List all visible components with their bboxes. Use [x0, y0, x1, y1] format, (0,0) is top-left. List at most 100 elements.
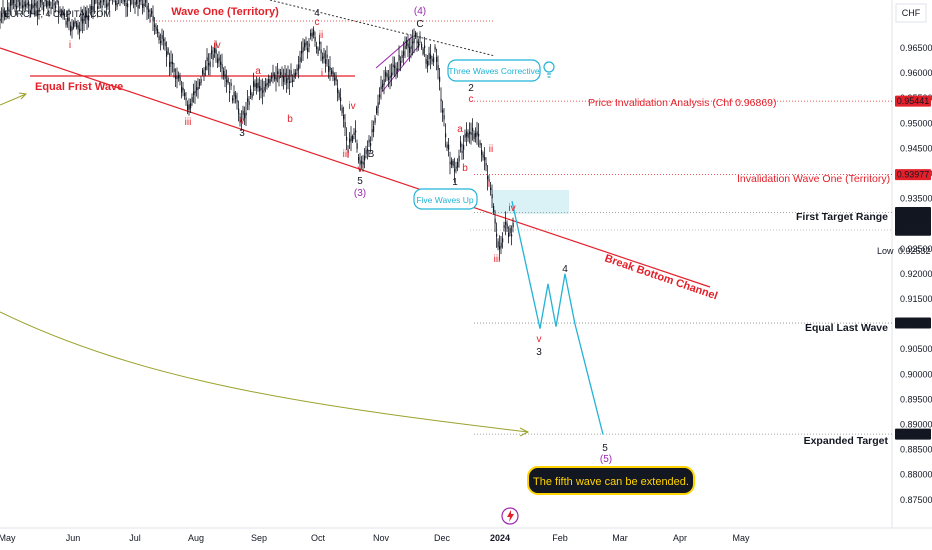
price-body	[76, 22, 78, 28]
price-body	[287, 74, 289, 80]
price-body	[296, 68, 298, 71]
price-body	[271, 75, 273, 79]
price-body	[359, 160, 361, 165]
price-body	[152, 15, 154, 21]
wave-label: v	[240, 116, 245, 127]
price-body	[401, 55, 403, 58]
lightning-icon[interactable]	[501, 507, 519, 525]
price-body	[38, 7, 40, 12]
price-body	[353, 132, 355, 135]
price-body	[484, 157, 486, 161]
currency-label: CHF	[902, 8, 921, 18]
price-body	[158, 35, 160, 41]
price-body	[218, 57, 220, 61]
price-body	[395, 67, 397, 74]
price-body	[362, 161, 364, 165]
price-badge	[895, 215, 931, 236]
wave-label: a	[457, 124, 463, 135]
price-body	[385, 72, 387, 77]
price-axis-panel	[892, 0, 932, 550]
price-body	[229, 91, 231, 94]
price-body	[428, 53, 430, 60]
price-body	[151, 10, 153, 15]
price-body	[313, 29, 315, 36]
price-body	[424, 45, 426, 49]
price-body	[325, 59, 327, 64]
price-body	[389, 75, 391, 78]
price-badge-label: 0.91021	[897, 318, 930, 328]
price-body	[185, 97, 187, 101]
price-body	[436, 57, 438, 62]
price-body	[46, 0, 48, 7]
price-body	[65, 21, 67, 25]
price-body	[173, 68, 175, 72]
price-body	[115, 0, 117, 6]
price-body	[53, 2, 55, 6]
countdown-label: 02:41:47	[895, 226, 930, 236]
price-body	[5, 13, 7, 18]
price-body	[101, 5, 103, 8]
price-body	[479, 142, 481, 146]
price-body	[286, 78, 288, 84]
price-body	[449, 161, 451, 165]
price-body	[412, 41, 414, 44]
wave-label: 4	[562, 264, 568, 275]
price-body	[80, 16, 82, 22]
y-tick-label: 0.95000	[900, 118, 932, 128]
price-body	[308, 43, 310, 47]
price-body	[71, 27, 73, 31]
price-body	[62, 10, 64, 16]
price-body	[56, 0, 58, 3]
price-body	[364, 156, 366, 161]
upper-olive-arrowhead	[18, 92, 28, 100]
currency-box	[895, 3, 927, 23]
price-body	[28, 1, 30, 7]
low-value: 0.92532	[898, 246, 931, 256]
price-body	[352, 136, 354, 142]
price-body	[253, 81, 255, 88]
y-tick-label: 0.87500	[900, 495, 932, 505]
price-body	[332, 71, 334, 77]
wave-label: 3	[536, 347, 542, 358]
price-body	[305, 41, 307, 46]
price-body	[488, 179, 490, 182]
price-body	[145, 0, 147, 3]
price-body	[146, 5, 148, 10]
price-body	[485, 162, 487, 166]
price-body	[206, 57, 208, 62]
y-tick-label: 0.90500	[900, 344, 932, 354]
five-waves-text: Five Waves Up	[416, 195, 474, 205]
price-body	[277, 71, 279, 75]
price-body	[418, 41, 420, 48]
price-body	[337, 87, 339, 93]
price-body	[79, 28, 81, 33]
price-body	[8, 9, 10, 13]
price-body	[274, 74, 276, 80]
first-target-zone	[492, 190, 569, 214]
price-body	[82, 18, 84, 24]
price-body	[470, 132, 472, 135]
price-body	[355, 130, 357, 133]
price-body	[215, 49, 217, 54]
price-body	[43, 5, 45, 12]
price-body	[391, 72, 393, 77]
price-body	[226, 79, 228, 83]
price-body	[341, 107, 343, 113]
price-body	[92, 6, 94, 11]
wave-label: (4)	[414, 6, 426, 17]
price-body	[139, 0, 141, 2]
price-body	[347, 149, 349, 154]
price-body	[496, 233, 498, 237]
x-tick-label: Sep	[251, 533, 267, 543]
price-body	[407, 43, 409, 48]
price-body	[236, 100, 238, 103]
wave-label: iv	[508, 203, 515, 214]
price-body	[350, 136, 352, 142]
price-body	[469, 131, 471, 135]
price-body	[37, 10, 39, 16]
lightbulb-icon	[543, 61, 555, 78]
x-tick-label: Dec	[434, 533, 451, 543]
price-body	[410, 45, 412, 49]
